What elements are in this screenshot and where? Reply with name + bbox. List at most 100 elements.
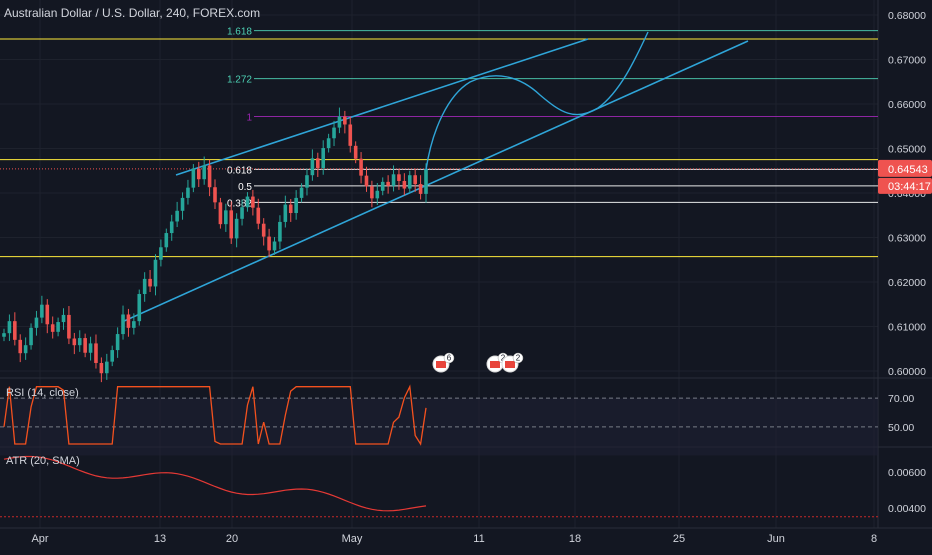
candle-body-64[interactable] xyxy=(348,124,353,146)
candle-body-14[interactable] xyxy=(77,338,82,346)
atr-line[interactable] xyxy=(3,455,427,512)
candle-body-39[interactable] xyxy=(213,187,217,203)
candle-body-46[interactable] xyxy=(251,196,255,208)
candle-body-1[interactable] xyxy=(7,321,12,334)
candle-body-45[interactable] xyxy=(245,196,250,208)
candle-body-3[interactable] xyxy=(18,339,23,354)
candle-body-69[interactable] xyxy=(375,190,380,199)
rsi-pane[interactable] xyxy=(0,384,878,456)
candle-body-29[interactable] xyxy=(159,247,163,260)
candle-body-51[interactable] xyxy=(278,221,282,242)
candle-body-58[interactable] xyxy=(315,158,320,169)
candle-body-42[interactable] xyxy=(229,210,234,239)
candle-body-31[interactable] xyxy=(169,221,174,234)
channel-upper-line[interactable] xyxy=(175,38,589,176)
candle-body-23[interactable] xyxy=(126,314,131,328)
candle-body-56[interactable] xyxy=(305,175,309,188)
candle-body-71[interactable] xyxy=(386,181,390,186)
candle-body-37[interactable] xyxy=(202,165,206,180)
candle-body-17[interactable] xyxy=(94,343,98,363)
candle-body-5[interactable] xyxy=(29,327,33,346)
candle-body-63[interactable] xyxy=(343,116,347,125)
candle-body-57[interactable] xyxy=(310,158,315,176)
candle-body-77[interactable] xyxy=(418,184,423,194)
candle-body-34[interactable] xyxy=(186,187,190,198)
candle-body-38[interactable] xyxy=(207,165,212,188)
candle-body-16[interactable] xyxy=(88,343,93,353)
candle-body-67[interactable] xyxy=(364,175,369,187)
candle-body-44[interactable] xyxy=(240,207,244,219)
candle-body-18[interactable] xyxy=(99,362,104,374)
event-flag-icon-1 xyxy=(490,361,500,368)
candle-body-70[interactable] xyxy=(380,181,385,191)
candle-body-20[interactable] xyxy=(110,350,115,362)
candle-body-66[interactable] xyxy=(359,158,363,176)
current-price-box[interactable] xyxy=(878,159,932,177)
candle-body-28[interactable] xyxy=(153,259,158,287)
candle-body-40[interactable] xyxy=(218,202,223,225)
candle-body-60[interactable] xyxy=(326,138,331,149)
candle-body-36[interactable] xyxy=(196,168,201,180)
price-tick-0: 0.68000 xyxy=(888,10,926,22)
candle-body-62[interactable] xyxy=(337,116,342,128)
candle-body-76[interactable] xyxy=(413,175,417,185)
atr-pane[interactable] xyxy=(0,455,878,518)
candle-body-2[interactable] xyxy=(13,321,17,340)
candle-body-78[interactable] xyxy=(424,168,428,194)
candle-body-25[interactable] xyxy=(137,294,142,322)
candle-body-21[interactable] xyxy=(115,334,120,351)
trend-channel[interactable] xyxy=(121,38,749,323)
candle-body-47[interactable] xyxy=(256,207,261,224)
channel-lower-line[interactable] xyxy=(121,40,749,323)
candle-body-68[interactable] xyxy=(370,186,374,199)
candle-body-65[interactable] xyxy=(353,145,358,159)
time-tick-4: 11 xyxy=(473,533,484,545)
candle-body-53[interactable] xyxy=(288,204,293,214)
rsi-line[interactable] xyxy=(3,384,427,446)
forecast-path[interactable] xyxy=(425,31,649,171)
candle-body-8[interactable] xyxy=(45,304,50,325)
candle-body-75[interactable] xyxy=(407,175,412,189)
candle-body-61[interactable] xyxy=(332,127,336,139)
candle-body-73[interactable] xyxy=(397,174,401,181)
candle-body-9[interactable] xyxy=(50,324,55,332)
candle-body-10[interactable] xyxy=(56,322,60,332)
candle-body-59[interactable] xyxy=(321,148,326,169)
atr-label: ATR (20, SMA) xyxy=(6,455,80,467)
current-price-label: 0.64543 xyxy=(888,164,928,176)
candle-body-7[interactable] xyxy=(40,304,44,318)
candle-body-30[interactable] xyxy=(164,233,169,248)
candles[interactable] xyxy=(2,107,428,383)
candle-body-4[interactable] xyxy=(23,345,28,354)
candle-body-11[interactable] xyxy=(61,314,66,323)
candle-body-6[interactable] xyxy=(34,317,39,328)
candle-body-43[interactable] xyxy=(234,218,239,239)
candle-body-72[interactable] xyxy=(391,174,396,186)
candle-body-41[interactable] xyxy=(224,210,228,225)
candle-body-54[interactable] xyxy=(294,197,298,214)
event-badges[interactable]: 6 2 2 xyxy=(432,352,524,373)
horizontal-levels[interactable]: 1.618 1.272 1 0.618 0.5 0.382 xyxy=(0,27,878,258)
candle-body-48[interactable] xyxy=(261,223,266,237)
candle-body-13[interactable] xyxy=(72,338,77,346)
candle-body-55[interactable] xyxy=(299,187,304,198)
candle-body-15[interactable] xyxy=(83,338,87,353)
candle-body-35[interactable] xyxy=(191,168,196,188)
candle-body-24[interactable] xyxy=(132,321,136,328)
candle-body-49[interactable] xyxy=(267,236,271,251)
candle-body-12[interactable] xyxy=(67,314,71,339)
candle-body-19[interactable] xyxy=(104,361,109,374)
candle-body-22[interactable] xyxy=(121,314,125,335)
candle-body-50[interactable] xyxy=(272,241,277,251)
candle-body-26[interactable] xyxy=(142,278,147,295)
candle-body-74[interactable] xyxy=(402,180,407,189)
candle-body-32[interactable] xyxy=(175,210,179,222)
fib-label-2: 1 xyxy=(246,112,252,123)
candle-body-33[interactable] xyxy=(180,197,185,211)
forecast-curve[interactable] xyxy=(425,31,649,171)
candle-body-27[interactable] xyxy=(148,278,152,287)
candle-body-0[interactable] xyxy=(2,333,6,337)
candle-body-52[interactable] xyxy=(283,204,288,222)
